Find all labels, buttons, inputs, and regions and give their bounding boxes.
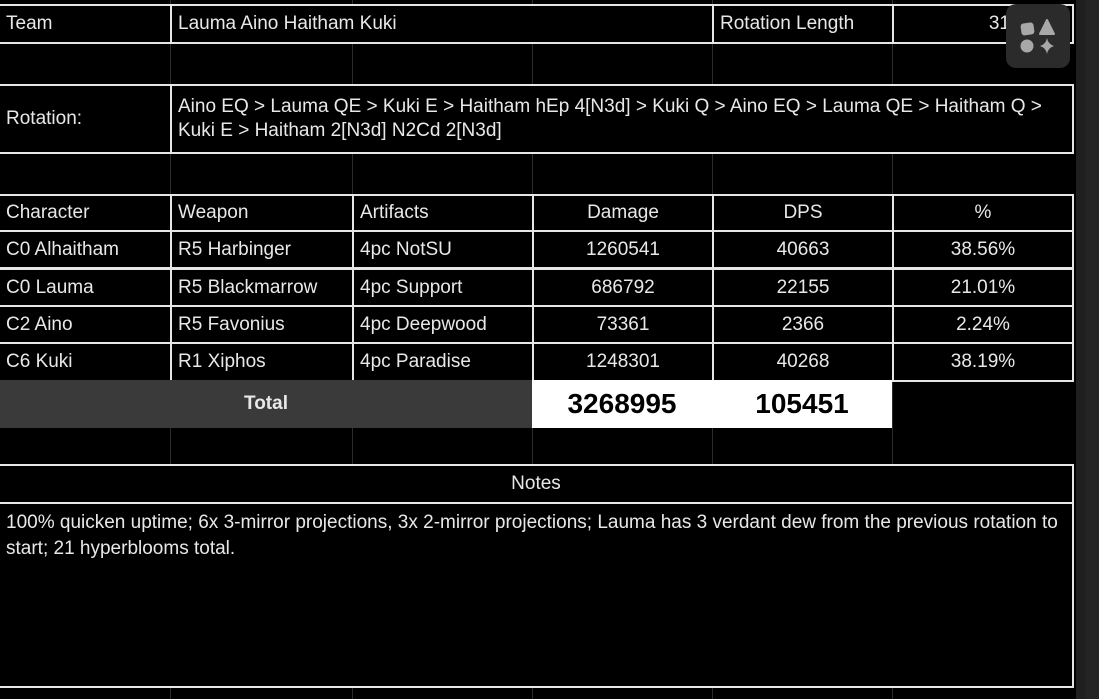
cell-damage[interactable]: 1260541: [532, 230, 714, 269]
cell-weapon[interactable]: R5 Harbinger: [170, 230, 354, 269]
cell-character[interactable]: C0 Lauma: [0, 268, 172, 307]
total-dps-cell[interactable]: 105451: [712, 380, 892, 428]
total-damage-cell[interactable]: 3268995: [532, 380, 712, 428]
header-damage[interactable]: Damage: [532, 194, 714, 232]
team-value-cell[interactable]: Lauma Aino Haitham Kuki: [170, 4, 714, 44]
cell-percent[interactable]: 21.01%: [892, 268, 1074, 307]
scrollbar-track[interactable]: [1085, 0, 1099, 699]
cell-dps[interactable]: 2366: [712, 305, 894, 344]
notes-header-cell[interactable]: Notes: [0, 464, 1074, 504]
cell-percent[interactable]: 2.24%: [892, 305, 1074, 344]
floating-shapes-button[interactable]: [1006, 4, 1070, 68]
cell-weapon[interactable]: R5 Blackmarrow: [170, 268, 354, 307]
header-artifacts[interactable]: Artifacts: [352, 194, 534, 232]
cell-damage[interactable]: 1248301: [532, 342, 714, 382]
cell-character[interactable]: C0 Alhaitham: [0, 230, 172, 269]
rotation-label-cell[interactable]: Rotation:: [0, 84, 172, 154]
header-weapon[interactable]: Weapon: [170, 194, 354, 232]
cell-artifacts[interactable]: 4pc Support: [352, 268, 534, 307]
header-dps[interactable]: DPS: [712, 194, 894, 232]
cell-dps[interactable]: 22155: [712, 268, 894, 307]
cell-damage[interactable]: 686792: [532, 268, 714, 307]
cell-artifacts[interactable]: 4pc NotSU: [352, 230, 534, 269]
header-percent[interactable]: %: [892, 194, 1074, 232]
cell-damage[interactable]: 73361: [532, 305, 714, 344]
cell-character[interactable]: C6 Kuki: [0, 342, 172, 382]
cell-artifacts[interactable]: 4pc Deepwood: [352, 305, 534, 344]
cell-dps[interactable]: 40663: [712, 230, 894, 269]
total-label-cell[interactable]: Total: [0, 380, 532, 428]
cell-percent[interactable]: 38.56%: [892, 230, 1074, 269]
rotation-value-cell[interactable]: Aino EQ > Lauma QE > Kuki E > Haitham hE…: [170, 84, 1074, 154]
cell-percent[interactable]: 38.19%: [892, 342, 1074, 382]
cell-dps[interactable]: 40268: [712, 342, 894, 382]
notes-body-cell[interactable]: 100% quicken uptime; 6x 3-mirror project…: [0, 502, 1074, 688]
cell-character[interactable]: C2 Aino: [0, 305, 172, 344]
cell-artifacts[interactable]: 4pc Paradise: [352, 342, 534, 382]
rotation-length-label-cell[interactable]: Rotation Length: [712, 4, 894, 44]
team-label-cell[interactable]: Team: [0, 4, 172, 44]
header-character[interactable]: Character: [0, 194, 172, 232]
cell-weapon[interactable]: R1 Xiphos: [170, 342, 354, 382]
scrollbar[interactable]: [1076, 0, 1099, 699]
cell-weapon[interactable]: R5 Favonius: [170, 305, 354, 344]
shapes-icon: [1020, 19, 1055, 54]
